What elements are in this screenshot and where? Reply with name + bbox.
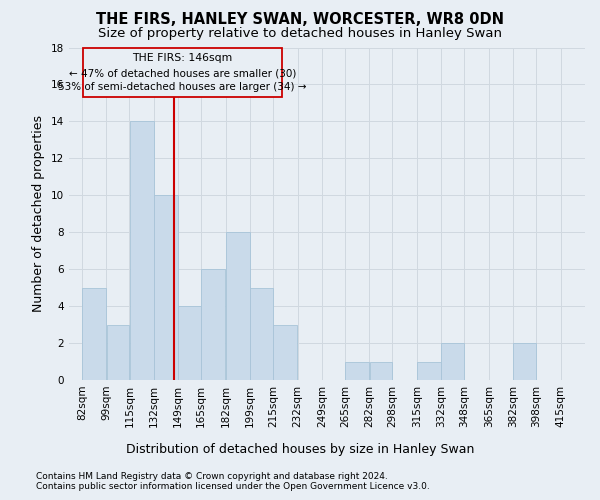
Bar bbox=[82, 288, 106, 380]
Bar bbox=[370, 362, 392, 380]
Text: THE FIRS: 146sqm: THE FIRS: 146sqm bbox=[133, 52, 233, 62]
Bar bbox=[274, 324, 297, 380]
FancyBboxPatch shape bbox=[83, 48, 282, 98]
Y-axis label: Number of detached properties: Number of detached properties bbox=[32, 116, 46, 312]
Bar bbox=[226, 232, 250, 380]
Bar bbox=[202, 269, 226, 380]
Bar bbox=[417, 362, 441, 380]
Text: Contains public sector information licensed under the Open Government Licence v3: Contains public sector information licen… bbox=[36, 482, 430, 491]
Bar bbox=[250, 288, 273, 380]
Bar bbox=[442, 343, 464, 380]
Bar bbox=[345, 362, 369, 380]
Bar bbox=[107, 324, 129, 380]
Text: Contains HM Land Registry data © Crown copyright and database right 2024.: Contains HM Land Registry data © Crown c… bbox=[36, 472, 388, 481]
Text: ← 47% of detached houses are smaller (30): ← 47% of detached houses are smaller (30… bbox=[69, 68, 296, 78]
Text: Distribution of detached houses by size in Hanley Swan: Distribution of detached houses by size … bbox=[126, 442, 474, 456]
Bar bbox=[514, 343, 536, 380]
Bar bbox=[154, 196, 178, 380]
Text: THE FIRS, HANLEY SWAN, WORCESTER, WR8 0DN: THE FIRS, HANLEY SWAN, WORCESTER, WR8 0D… bbox=[96, 12, 504, 28]
Bar bbox=[178, 306, 201, 380]
Text: 53% of semi-detached houses are larger (34) →: 53% of semi-detached houses are larger (… bbox=[58, 82, 307, 92]
Text: Size of property relative to detached houses in Hanley Swan: Size of property relative to detached ho… bbox=[98, 28, 502, 40]
Bar bbox=[130, 122, 154, 380]
